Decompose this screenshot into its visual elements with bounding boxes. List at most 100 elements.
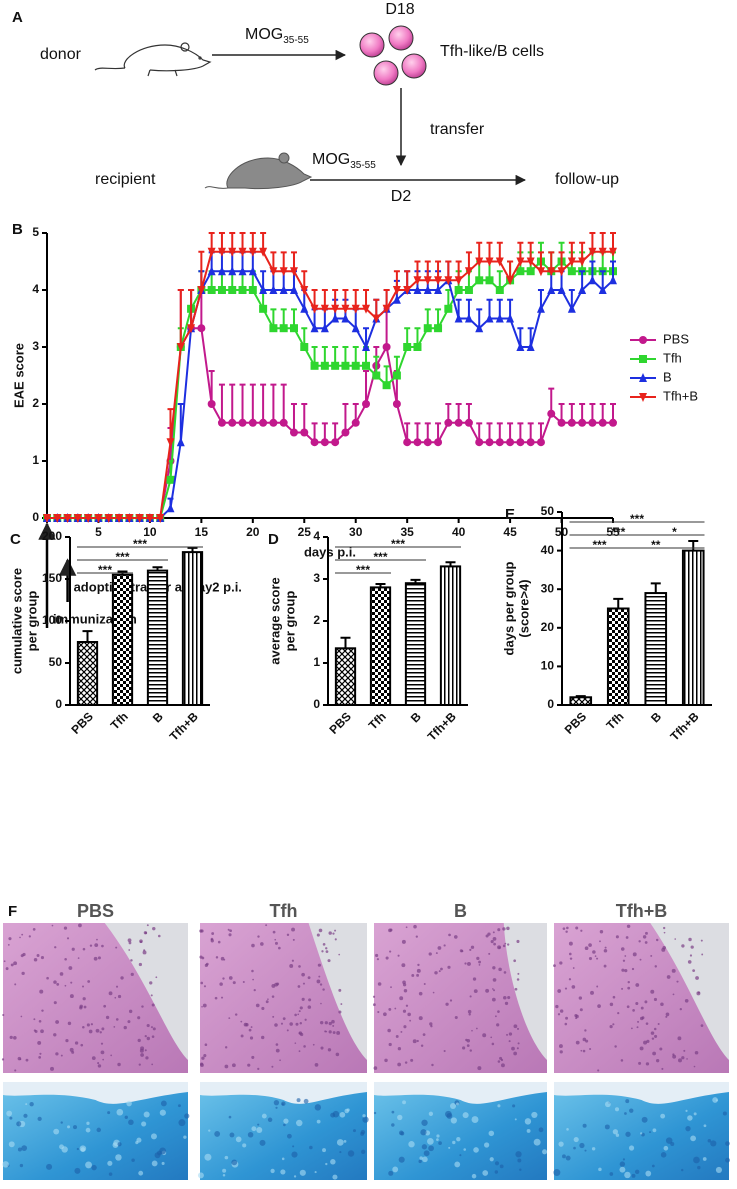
- lfb-spot: [46, 1163, 53, 1170]
- lfb-spot: [693, 1156, 700, 1164]
- he-nucleus: [491, 1042, 495, 1046]
- he-nucleus: [150, 1026, 153, 1029]
- he-nucleus: [219, 982, 223, 986]
- x-tick-label: 5: [95, 525, 102, 539]
- data-point: [94, 514, 103, 523]
- he-nucleus: [55, 1052, 59, 1056]
- x-tick-label: 35: [401, 525, 415, 539]
- he-nucleus: [202, 1003, 207, 1008]
- significance-label: ***: [592, 538, 606, 552]
- data-point: [331, 313, 340, 323]
- he-nucleus: [493, 942, 496, 946]
- y-tick-label: 3: [313, 571, 320, 585]
- x-tick-label: 20: [246, 525, 260, 539]
- lfb-spot: [446, 1113, 453, 1119]
- he-nucleus: [590, 990, 594, 995]
- he-nucleus: [275, 1043, 279, 1046]
- he-nucleus: [316, 979, 321, 984]
- he-nucleus: [571, 985, 576, 989]
- he-nucleus: [224, 1064, 229, 1069]
- lfb-spot: [619, 1161, 626, 1167]
- lfb-spot: [107, 1111, 111, 1115]
- he-nucleus: [274, 941, 278, 945]
- he-nucleus: [102, 1058, 104, 1061]
- lfb-spot: [517, 1158, 522, 1163]
- data-point: [423, 276, 432, 286]
- he-nucleus: [582, 1049, 586, 1053]
- he-background: [104, 923, 188, 1060]
- he-nucleus: [557, 1013, 561, 1016]
- he-nucleus: [404, 1061, 408, 1064]
- lfb-spot: [228, 1115, 232, 1119]
- he-nucleus: [81, 985, 85, 988]
- data-point: [506, 276, 515, 286]
- he-nucleus: [617, 1012, 620, 1015]
- he-nucleus: [38, 1055, 42, 1059]
- lfb-spot: [538, 1127, 544, 1133]
- he-nucleus: [8, 937, 12, 941]
- he-nucleus: [644, 941, 648, 944]
- significance-label: **: [651, 538, 661, 552]
- he-nucleus: [661, 947, 666, 952]
- he-nucleus: [261, 1006, 265, 1011]
- he-nucleus: [40, 1029, 44, 1034]
- significance-label: *: [672, 525, 677, 539]
- he-nucleus: [10, 963, 14, 967]
- data-point: [567, 303, 576, 313]
- lfb-spot: [126, 1100, 132, 1107]
- data-point: [166, 438, 175, 448]
- lfb-spot: [85, 1161, 92, 1169]
- he-nucleus: [141, 1005, 144, 1008]
- he-nucleus: [301, 997, 305, 1001]
- he-nucleus: [516, 939, 520, 943]
- data-point: [598, 285, 607, 294]
- lfb-spot: [436, 1138, 439, 1141]
- he-nucleus: [508, 1032, 513, 1036]
- lfb-spot: [138, 1170, 144, 1176]
- he-nucleus: [201, 956, 205, 960]
- he-nucleus: [506, 943, 510, 946]
- he-nucleus: [492, 978, 497, 982]
- lfb-spot: [2, 1161, 9, 1168]
- he-nucleus: [653, 997, 658, 1002]
- data-point: [207, 266, 216, 276]
- legend-marker: [639, 336, 647, 344]
- he-nucleus: [620, 1059, 624, 1062]
- transfer-label: transfer: [430, 121, 485, 138]
- he-nucleus: [53, 1033, 57, 1037]
- he-nucleus: [149, 981, 153, 985]
- he-nucleus: [559, 1009, 564, 1013]
- he-nucleus: [435, 952, 438, 955]
- he-nucleus: [568, 952, 572, 956]
- he-nucleus: [328, 1030, 332, 1034]
- data-point: [269, 267, 278, 277]
- data-point: [351, 323, 360, 333]
- data-point: [423, 438, 432, 447]
- data-point: [279, 324, 288, 333]
- he-nucleus: [251, 943, 255, 948]
- lfb-spot: [343, 1140, 347, 1143]
- he-nucleus: [401, 939, 406, 944]
- y-tick-label: 40: [541, 543, 555, 557]
- he-nucleus: [217, 940, 221, 944]
- lfb-spot: [456, 1137, 461, 1142]
- error-bar: [613, 597, 624, 609]
- lfb-spot: [9, 1116, 13, 1120]
- he-nucleus: [308, 998, 312, 1002]
- he-nucleus: [385, 956, 389, 960]
- lfb-spot: [710, 1140, 717, 1147]
- he-nucleus: [87, 980, 91, 983]
- lfb-spot: [629, 1108, 634, 1113]
- he-nucleus: [97, 956, 101, 960]
- he-nucleus: [466, 961, 471, 966]
- he-nucleus: [79, 1006, 83, 1010]
- lfb-spot: [591, 1147, 596, 1151]
- y-tick-label: 1: [32, 453, 39, 467]
- lfb-spot: [397, 1114, 403, 1121]
- he-nucleus: [417, 963, 420, 967]
- lfb-spot: [204, 1153, 212, 1161]
- he-nucleus: [642, 935, 647, 939]
- he-nucleus: [499, 1056, 503, 1060]
- data-point: [413, 285, 422, 294]
- lfb-spot: [273, 1100, 280, 1106]
